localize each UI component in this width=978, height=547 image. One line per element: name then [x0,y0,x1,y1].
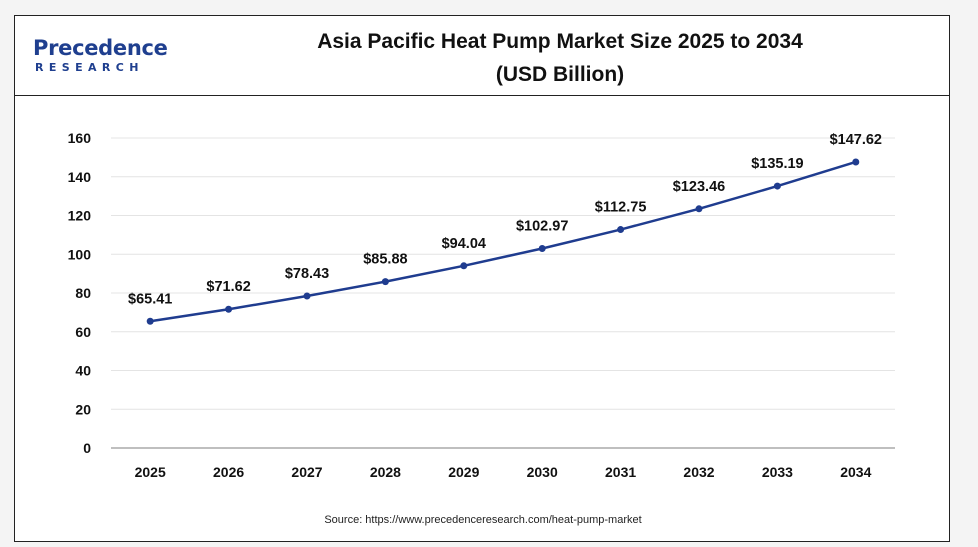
data-label: $123.46 [673,179,725,195]
data-point [460,262,468,270]
x-tick-label: 2027 [291,464,322,480]
data-label: $85.88 [363,252,407,268]
x-tick-label: 2034 [840,464,871,480]
data-label: $112.75 [595,200,647,216]
data-label: $94.04 [442,236,486,252]
data-label: $71.62 [206,279,250,295]
y-tick-label: 80 [75,285,91,301]
x-tick-label: 2026 [213,464,244,480]
y-tick-label: 0 [83,440,91,456]
data-label: $102.97 [516,218,568,234]
y-tick-label: 20 [75,401,91,417]
chart-title-line-1: Asia Pacific Heat Pump Market Size 2025 … [317,30,803,53]
chart-frame: Precedence RESEARCH Asia Pacific Heat Pu… [14,15,950,542]
line-chart: 0 20 40 60 80 100 120 140 160 2025 2026 2027 2028 202… [68,130,895,480]
y-tick-label: 40 [75,363,91,379]
chart-header: Precedence RESEARCH Asia Pacific Heat Pu… [15,16,949,96]
data-point [617,226,625,234]
x-tick-label: 2025 [135,464,166,480]
source-note: Source: https://www.precedenceresearch.c… [324,514,642,526]
data-point [225,305,233,313]
x-tick-label: 2032 [683,464,714,480]
data-label: $147.62 [830,132,882,148]
x-tick-label: 2029 [448,464,479,480]
chart-title-line-2: (USD Billion) [495,63,625,86]
y-tick-label: 160 [68,130,92,146]
precedence-research-logo: Precedence RESEARCH [33,36,173,81]
x-tick-label: 2030 [527,464,558,480]
y-tick-label: 120 [68,208,92,224]
logo-wordmark: Precedence [33,36,168,60]
data-point [381,278,389,286]
data-point [538,244,546,252]
y-tick-label: 60 [75,324,91,340]
series-line [150,160,857,323]
data-point [146,317,154,325]
chart-title: Asia Pacific Heat Pump Market Size 2025 … [210,25,910,91]
data-point [303,292,311,300]
data-label: $135.19 [751,156,803,172]
x-tick-label: 2028 [370,464,401,480]
x-tick-label: 2031 [605,464,636,480]
data-point [773,182,781,190]
data-label: $78.43 [285,266,329,282]
logo-subtitle: RESEARCH [35,61,144,74]
data-point [852,158,860,166]
data-point [695,205,703,213]
data-label: $65.41 [128,291,172,307]
x-tick-label: 2033 [762,464,793,480]
y-tick-label: 100 [68,246,92,262]
y-tick-label: 140 [68,169,92,185]
